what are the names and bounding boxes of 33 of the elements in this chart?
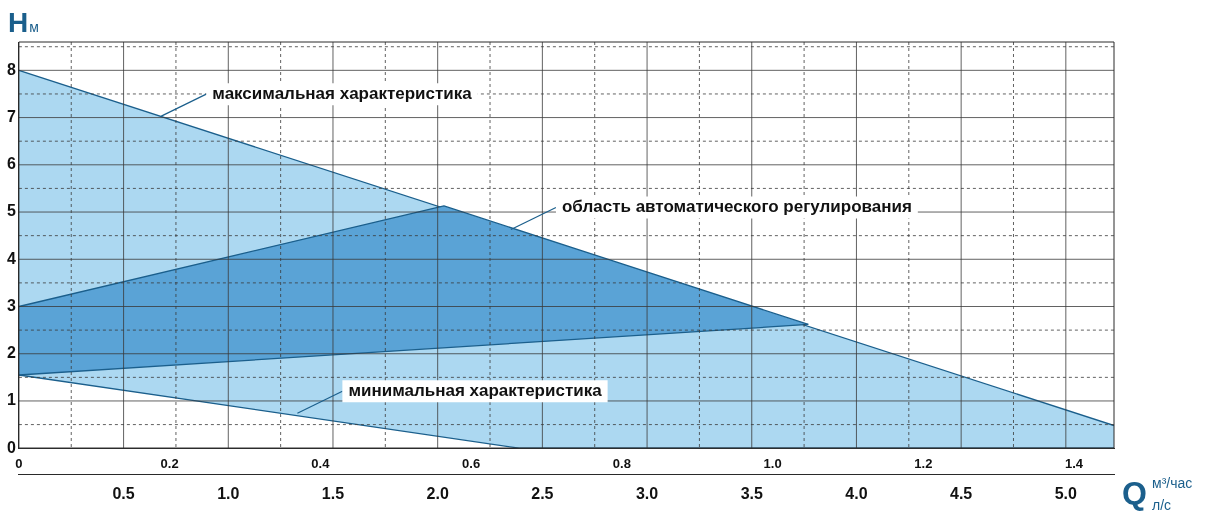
y-tick-label: 8 — [6, 60, 16, 78]
y-axis-title: Hм — [8, 7, 39, 38]
x2-axis-title: л/с — [1152, 497, 1172, 513]
x-tick-label: 2.0 — [426, 484, 449, 502]
x2-tick-label: 1.4 — [1065, 455, 1084, 471]
x-tick-label: 0.5 — [112, 484, 135, 502]
x2-tick-label: 1.2 — [914, 455, 933, 471]
x-tick-label: 4.5 — [950, 484, 973, 502]
x-tick-label: 5.0 — [1054, 484, 1078, 502]
y-tick-label: 1 — [6, 391, 16, 409]
x-axis-title: м³/час — [1152, 475, 1193, 491]
y-tick-label: 2 — [6, 344, 16, 362]
x-tick-label: 4.0 — [845, 484, 868, 502]
x2-tick-label: 1.0 — [763, 455, 782, 471]
y-tick-label: 0 — [6, 438, 16, 456]
x2-tick-label: 0.6 — [462, 455, 481, 471]
x2-tick-label: 0.2 — [160, 455, 179, 471]
x-tick-label: 3.0 — [635, 484, 659, 502]
y-tick-label: 6 — [6, 155, 16, 173]
text: Q — [1122, 475, 1147, 511]
y-tick-label: 5 — [6, 202, 16, 220]
x-tick-label: 1.5 — [321, 484, 345, 502]
annotation: область автоматического регулирования — [561, 197, 912, 217]
y-tick-label: 3 — [6, 296, 16, 314]
annotation: минимальная характеристика — [348, 380, 603, 400]
x-tick-label: 2.5 — [531, 484, 554, 502]
y-tick-label: 4 — [6, 249, 16, 267]
x-tick-label: 3.5 — [740, 484, 763, 502]
x-tick-label: 1.0 — [217, 484, 240, 502]
x2-tick-label: 0.4 — [311, 455, 331, 471]
annotation: максимальная характеристика — [212, 83, 473, 103]
y-tick-label: 7 — [6, 107, 16, 125]
x2-tick-label: 0.8 — [612, 455, 631, 471]
